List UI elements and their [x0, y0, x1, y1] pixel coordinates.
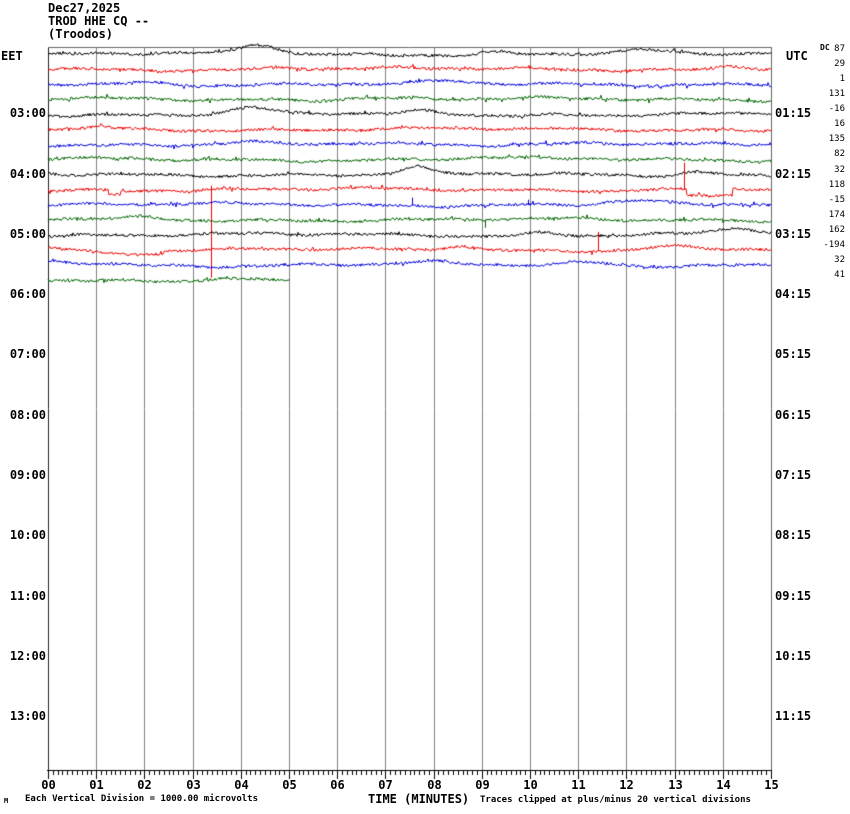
dc-value: 162: [828, 224, 845, 235]
eet-hour-label: 10:00: [9, 528, 46, 543]
eet-hour-label: 09:00: [9, 467, 46, 482]
eet-hour-label: 08:00: [9, 407, 46, 422]
eet-hour-label: 07:00: [9, 347, 46, 362]
minute-label: 15: [764, 778, 779, 792]
dc-value: 174: [828, 209, 845, 220]
minute-label: 14: [716, 778, 731, 792]
dc-value: -16: [828, 104, 845, 115]
utc-hour-label: 10:15: [775, 648, 812, 663]
dc-value: -15: [828, 194, 845, 205]
minute-label: 11: [571, 778, 586, 792]
watermark-glyph: M: [4, 797, 9, 805]
dc-value: 82: [834, 149, 845, 160]
utc-hour-label: 02:15: [775, 166, 812, 181]
utc-hour-label: 01:15: [775, 106, 812, 121]
dc-value: 41: [834, 270, 845, 281]
eet-hour-label: 05:00: [9, 226, 46, 241]
minute-label: 00: [41, 778, 56, 792]
eet-hour-label: 13:00: [9, 709, 46, 724]
dc-value: 118: [828, 179, 845, 190]
dc-value: -194: [823, 239, 845, 250]
scale-note: Each Vertical Division = 1000.00 microvo…: [25, 794, 258, 804]
x-axis-title: TIME (MINUTES): [368, 792, 470, 806]
dc-value: 1: [839, 74, 845, 85]
minute-label: 05: [282, 778, 297, 792]
utc-hour-label: 09:15: [775, 588, 812, 603]
dc-value: 29: [834, 59, 845, 70]
utc-hour-label: 06:15: [775, 407, 812, 422]
dc-value: 16: [834, 119, 845, 130]
eet-hour-label: 12:00: [9, 648, 46, 663]
dc-value: 87: [834, 44, 845, 54]
minute-label: 01: [89, 778, 104, 792]
minute-label: 07: [378, 778, 393, 792]
minute-label: 03: [186, 778, 201, 792]
clip-note: Traces clipped at plus/minus 20 vertical…: [480, 795, 751, 805]
eet-hour-label: 11:00: [9, 588, 46, 603]
utc-hour-label: 04:15: [775, 287, 812, 302]
minute-label: 10: [523, 778, 538, 792]
utc-hour-label: 05:15: [775, 347, 812, 362]
dc-value: 32: [834, 164, 845, 175]
utc-hour-label: 03:15: [775, 226, 812, 241]
eet-hour-label: 03:00: [9, 106, 46, 121]
dc-value: 32: [834, 254, 845, 265]
minute-label: 06: [330, 778, 345, 792]
minute-label: 02: [137, 778, 152, 792]
eet-hour-label: 04:00: [9, 166, 46, 181]
utc-hour-label: 11:15: [775, 709, 812, 724]
minute-label: 12: [619, 778, 634, 792]
eet-hour-label: 06:00: [9, 287, 46, 302]
utc-hour-label: 07:15: [775, 467, 812, 482]
minute-label: 04: [234, 778, 249, 792]
minute-label: 13: [668, 778, 683, 792]
minute-label: 08: [427, 778, 442, 792]
dc-value: 131: [828, 89, 845, 100]
minute-label: 09: [475, 778, 490, 792]
dc-value: 135: [828, 134, 845, 145]
utc-hour-label: 08:15: [775, 528, 812, 543]
